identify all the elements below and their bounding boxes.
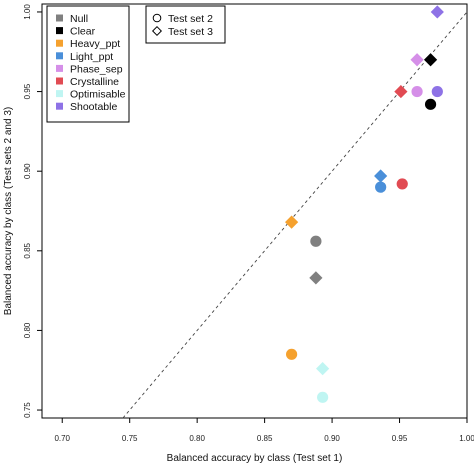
y-axis: 0.75 0.80 0.85 0.90 0.95 1.00 [23,4,42,418]
legend-label: Clear [70,26,96,38]
point-crystalline-set2 [396,178,408,190]
legend-label: Crystalline [70,76,119,88]
y-tick-label: 0.85 [23,242,32,258]
point-heavy-ppt-set3 [285,215,299,229]
point-null-set2 [310,235,322,247]
x-axis: 0.70 0.75 0.80 0.85 0.90 0.95 1.00 [54,418,474,443]
point-shootable-set2 [431,85,443,98]
legend-label: Shootable [70,101,117,113]
class-legend: NullClearHeavy_pptLight_pptPhase_sepCrys… [46,5,130,123]
x-tick-label: 0.95 [392,434,408,443]
x-tick-label: 0.80 [189,434,205,443]
legend-label: Light_ppt [70,51,113,63]
y-tick-label: 0.90 [23,163,32,179]
y-tick-label: 0.75 [23,402,32,418]
point-null-set3 [309,271,323,285]
reference-line-layer [122,11,468,419]
legend-label: Optimisable [70,89,126,101]
point-crystalline-set3 [394,84,408,99]
legend-swatch [56,102,63,110]
y-tick-label: 1.00 [23,4,32,20]
legend-label: Heavy_ppt [70,38,120,50]
x-tick-label: 0.70 [54,434,70,443]
legend-swatch [56,77,63,85]
legend-swatch [56,39,63,47]
point-heavy-ppt-set2 [286,348,298,360]
point-shootable-set3 [430,5,444,19]
legend-swatch [56,52,63,60]
legend-swatch [56,64,63,72]
x-tick-label: 0.75 [122,434,138,443]
legend-label: Phase_sep [70,63,123,75]
circle-legend-icon [152,13,162,23]
point-optimisable-set3 [316,362,330,376]
diamond-legend-icon [151,25,163,37]
point-phase-sep-set3 [410,53,424,67]
plot-frame [41,3,468,419]
point-phase-sep-set2 [411,85,423,98]
point-light-ppt-set2 [375,181,387,193]
legend-swatch [56,14,63,22]
legend-swatch [56,90,63,98]
x-tick-label: 0.85 [257,434,273,443]
reference-line [122,11,468,419]
point-clear-set2 [424,98,437,110]
y-tick-label: 0.95 [23,83,32,99]
y-axis-label: Balanced accuracy by class (Test sets 2 … [3,107,14,315]
shape-legend-box [145,5,226,44]
shape-legend-label: Test set 2 [168,13,213,25]
y-tick-label: 0.80 [23,322,32,338]
legend-swatch [56,27,63,35]
x-axis-label: Balanced accuracy by class (Test set 1) [167,453,343,464]
legend-label: Null [70,13,88,25]
shape-legend-label: Test set 3 [168,26,213,38]
point-optimisable-set2 [317,391,329,403]
x-tick-label: 0.90 [324,434,340,443]
points-layer [285,5,444,403]
point-clear-set3 [423,53,438,67]
point-light-ppt-set3 [374,169,388,183]
x-tick-label: 1.00 [459,434,474,443]
class-legend-box [46,5,130,123]
